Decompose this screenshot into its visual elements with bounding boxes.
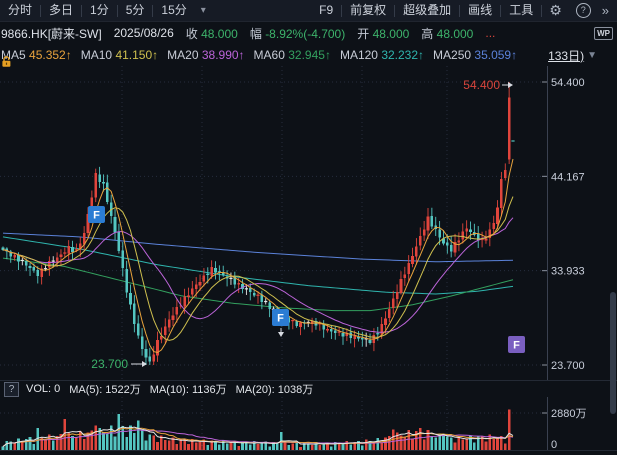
svg-text:0: 0 [551, 439, 557, 451]
ma120-value: 32.232↑ [381, 48, 425, 62]
change-label: 幅 [249, 26, 262, 41]
ma20-label: MA20 [167, 48, 199, 62]
more-ellipsis[interactable]: ... [485, 26, 496, 40]
volume-chart[interactable]: 2880万 0 [0, 397, 617, 455]
divider [116, 4, 118, 17]
candles [1, 82, 515, 365]
divider [81, 4, 83, 17]
expand-chevrons-icon[interactable]: » [601, 3, 609, 18]
candlestick-chart[interactable]: 54.400 44.167 33.933 23.700 54.400 23.700 F F F [0, 66, 617, 380]
divider [341, 4, 343, 17]
divider [394, 4, 396, 17]
svg-text:F: F [277, 313, 284, 325]
event-marker-F[interactable]: F [508, 336, 525, 353]
ma60-value: 32.945↑ [288, 48, 331, 62]
svg-text:F: F [513, 340, 520, 352]
divider [40, 4, 42, 17]
change-value: -8.92%(-4.700) [265, 26, 346, 41]
ma10-label: MA10 [80, 48, 113, 62]
toolbar: 分时 多日 1分 5分 15分 ▾ F9 前复权 超级叠加 画线 工具 ⚙ ? … [0, 0, 617, 22]
triangle-down-icon[interactable]: ▼ [587, 49, 597, 61]
vol_ma5-line [2, 426, 514, 447]
open-value: 48.000 [372, 26, 410, 41]
ma250-label: MA250 [433, 48, 472, 62]
tab-multiday[interactable]: 多日 [49, 3, 74, 17]
svg-text:2880万: 2880万 [551, 408, 586, 420]
ma120-line [2, 236, 514, 295]
tab-timeshare[interactable]: 分时 [8, 3, 33, 17]
chevron-down-icon[interactable]: ▾ [200, 5, 206, 16]
scrollbar-thumb[interactable] [610, 292, 616, 414]
ma-indicator-bar: MA5 45.352↑ MA10 41.150↑ MA20 38.990↑ MA… [0, 44, 617, 67]
ma250-value: 35.059↑ [474, 48, 518, 62]
ma5-line [2, 158, 514, 354]
super-overlay-button[interactable]: 超级叠加 [403, 3, 452, 17]
divider [459, 4, 461, 17]
quote-date: 2025/08/26 [113, 26, 174, 40]
svg-text:44.167: 44.167 [551, 171, 585, 183]
ma20-value: 38.990↑ [201, 48, 245, 62]
event-marker-F[interactable]: F [88, 206, 105, 223]
tab-1min[interactable]: 1分 [90, 3, 109, 17]
event-marker-F[interactable]: F [272, 309, 289, 326]
period-selector[interactable]: 133日) [548, 48, 585, 63]
tab-5min[interactable]: 5分 [125, 3, 145, 17]
svg-text:54.400: 54.400 [551, 77, 585, 89]
divider [541, 4, 543, 17]
close-label: 收 [185, 26, 198, 41]
divider [500, 4, 502, 17]
ma10-line [2, 196, 514, 341]
open-label: 开 [357, 26, 370, 41]
divider [152, 4, 154, 17]
volume-indicator-bar: ? VOL: 0 MA(5): 1522万 MA(10): 1136万 MA(2… [0, 380, 617, 397]
tab-15min[interactable]: 15分 [161, 3, 187, 17]
f9-button[interactable]: F9 [319, 3, 334, 17]
indicator-help-icon[interactable]: ? [4, 381, 19, 397]
vol-ma20-value: MA(20): 1038万 [235, 384, 314, 396]
ma20-line [2, 217, 514, 333]
draw-line-button[interactable]: 画线 [468, 3, 493, 17]
svg-text:23.700: 23.700 [551, 360, 585, 372]
ma5-label: MA5 [1, 48, 26, 62]
ma5-value: 45.352↑ [29, 48, 72, 62]
ma60-line [2, 257, 514, 312]
ma120-label: MA120 [339, 48, 378, 62]
high-annotation: 54.400 [463, 78, 500, 92]
svg-text:33.933: 33.933 [551, 266, 585, 278]
settings-gear-icon[interactable]: ⚙ [549, 2, 562, 18]
close-value: 48.000 [201, 26, 238, 41]
low-annotation: 23.700 [91, 357, 128, 371]
high-value: 48.000 [436, 26, 474, 41]
ma60-label: MA60 [253, 48, 285, 62]
symbol-name[interactable]: 9866.HK[蔚来-SW] [1, 26, 102, 41]
forward-adjust-button[interactable]: 前复权 [350, 3, 387, 17]
tools-button[interactable]: 工具 [509, 3, 534, 17]
vol-value: VOL: 0 [26, 383, 61, 395]
vol-ma5-value: MA(5): 1522万 [69, 384, 141, 396]
svg-text:F: F [93, 210, 100, 222]
volume-bars [1, 409, 511, 450]
help-icon[interactable]: ? [575, 3, 591, 18]
quote-bar: 9866.HK[蔚来-SW] 2025/08/26 收 48.000 幅 -8.… [0, 22, 617, 44]
vol-ma10-value: MA(10): 1136万 [149, 384, 227, 396]
ma10-value: 41.150↑ [115, 48, 159, 62]
high-label: 高 [421, 26, 434, 41]
wp-badge-icon[interactable]: WP [594, 26, 613, 40]
